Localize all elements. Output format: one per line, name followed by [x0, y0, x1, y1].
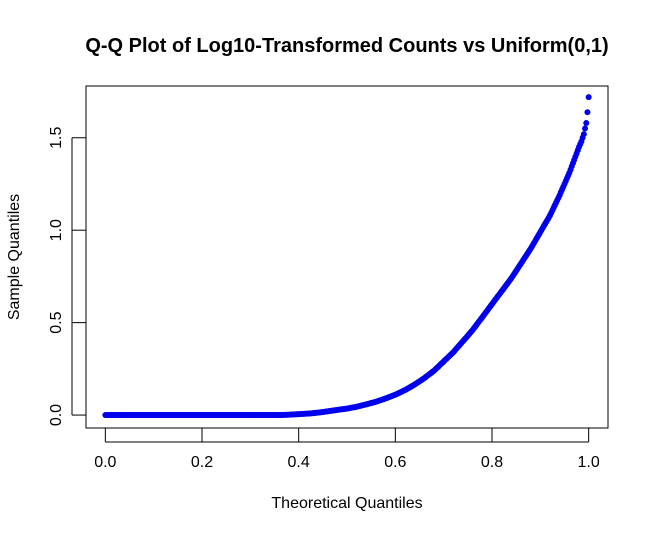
- plot-frame: [85, 85, 609, 429]
- y-tick-label: 1.0: [48, 219, 65, 241]
- x-axis: 0.0 0.2 0.4 0.6 0.8 1.0: [94, 428, 600, 471]
- data-point: [583, 119, 590, 126]
- x-axis-label: Theoretical Quantiles: [271, 495, 422, 512]
- y-axis: 0.0 0.5 1.0 1.5: [48, 127, 86, 426]
- x-tick-label: 0.8: [481, 454, 503, 471]
- x-tick-label: 0.6: [384, 454, 406, 471]
- data-point: [582, 125, 589, 132]
- x-tick-label: 1.0: [578, 454, 600, 471]
- x-tick-label: 0.2: [191, 454, 213, 471]
- y-axis-label: Sample Quantiles: [6, 194, 23, 320]
- chart-title: Q-Q Plot of Log10-Transformed Counts vs …: [85, 35, 608, 57]
- data-points: [102, 94, 592, 419]
- x-tick-label: 0.0: [94, 454, 116, 471]
- y-tick-label: 0.0: [48, 404, 65, 426]
- y-tick-label: 0.5: [48, 311, 65, 333]
- data-point: [585, 94, 592, 101]
- data-point: [580, 131, 587, 138]
- data-point: [584, 109, 591, 116]
- y-tick-label: 1.5: [48, 127, 65, 149]
- x-tick-label: 0.4: [288, 454, 310, 471]
